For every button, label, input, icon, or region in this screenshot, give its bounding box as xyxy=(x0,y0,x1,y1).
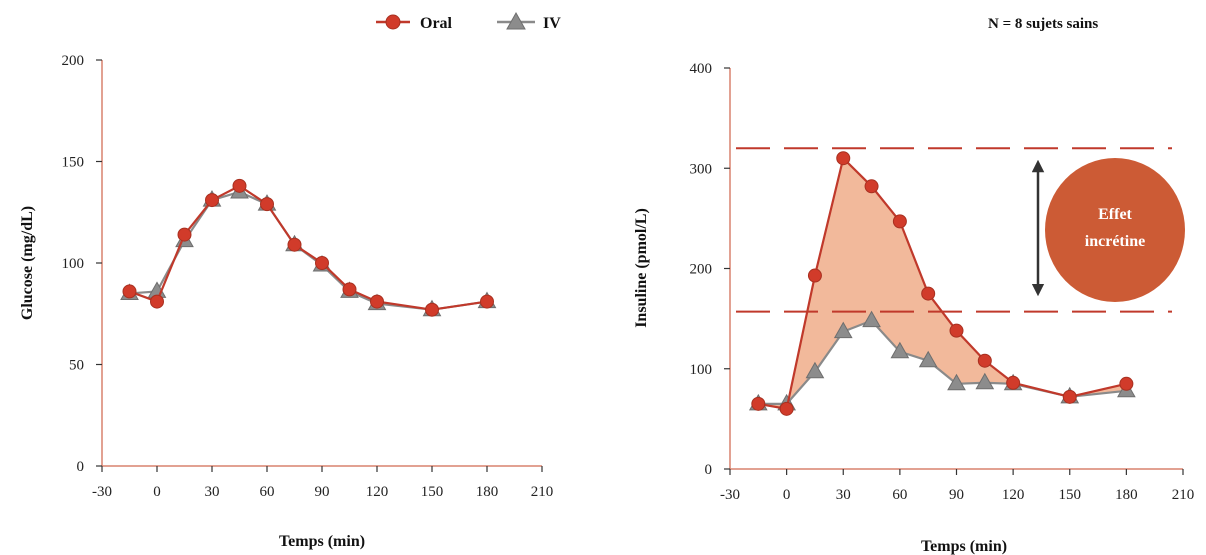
insulin-point-oral xyxy=(892,214,907,229)
insulin-point-oral xyxy=(836,151,851,166)
insulin-point-iv xyxy=(862,310,881,328)
glucose-series-iv xyxy=(120,181,497,317)
glucose-point-oral xyxy=(122,284,137,299)
subject-count-note: N = 8 sujets sains xyxy=(988,16,1098,32)
incretin-effect-label-line2: incrétine xyxy=(1085,233,1145,250)
glucose-point-oral xyxy=(150,294,164,309)
glucose-point-oral xyxy=(370,294,384,309)
glucose-point-oral xyxy=(205,193,219,208)
glucose-x-tick-label: 90 xyxy=(315,484,330,500)
glucose-x-tick-label: 210 xyxy=(531,484,554,500)
insulin-x-tick-label: 150 xyxy=(1059,487,1082,503)
glucose-y-tick-label: 100 xyxy=(62,256,85,272)
glucose-x-tick-label: 60 xyxy=(260,484,275,500)
insulin-x-tick-label: 60 xyxy=(892,487,907,503)
insulin-series-oral xyxy=(751,151,1134,416)
insulin-x-tick-label: 180 xyxy=(1115,487,1138,503)
insulin-y-tick-label: 400 xyxy=(690,61,713,77)
glucose-x-tick-label: 180 xyxy=(476,484,499,500)
insulin-x-tick-label: 210 xyxy=(1172,487,1195,503)
legend-entry-oral: Oral xyxy=(376,14,453,32)
glucose-point-oral xyxy=(177,227,192,242)
insulin-y-ticks: 0 100 200 300 400 xyxy=(690,61,730,478)
insulin-point-oral xyxy=(977,353,992,368)
legend-label-oral: Oral xyxy=(420,15,453,32)
insulin-point-oral xyxy=(1119,376,1134,391)
insulin-point-iv xyxy=(833,321,853,339)
glucose-y-tick-label: 0 xyxy=(77,459,85,475)
glucose-x-tick-label: 150 xyxy=(421,484,444,500)
insulin-line-oral xyxy=(758,156,1127,411)
insulin-y-tick-label: 300 xyxy=(690,161,713,177)
incretin-effect-label-line1: Effet xyxy=(1098,206,1132,223)
insulin-x-tick-label: 120 xyxy=(1002,487,1025,503)
glucose-point-oral xyxy=(232,178,247,193)
legend: Oral IV xyxy=(376,11,561,32)
glucose-line-oral xyxy=(129,184,488,311)
insulin-y-tick-label: 200 xyxy=(690,262,713,278)
legend-marker-oral xyxy=(385,14,401,30)
insulin-y-tick-label: 0 xyxy=(705,462,713,478)
glucose-point-oral xyxy=(260,197,274,212)
insulin-point-oral xyxy=(949,323,964,338)
legend-label-iv: IV xyxy=(543,15,561,32)
insulin-y-tick-label: 100 xyxy=(690,362,713,378)
glucose-x-tick-label: 30 xyxy=(205,484,220,500)
insulin-point-oral xyxy=(751,396,766,411)
insulin-x-tick-label: 30 xyxy=(836,487,851,503)
insulin-x-ticks: -30 0 30 60 90 120 150 180 210 xyxy=(720,469,1194,503)
insulin-y-axis-title: Insuline (pmol/L) xyxy=(633,208,650,328)
insulin-point-oral xyxy=(1006,375,1021,390)
insulin-point-iv xyxy=(975,372,995,390)
insulin-x-tick-label: 0 xyxy=(783,487,791,503)
glucose-x-axis-title: Temps (min) xyxy=(279,533,365,550)
insulin-point-oral xyxy=(1062,389,1077,404)
glucose-series-oral xyxy=(122,178,494,317)
glucose-x-tick-label: -30 xyxy=(92,484,112,500)
glucose-point-oral xyxy=(287,237,302,252)
insulin-point-oral xyxy=(807,268,822,283)
insulin-chart: 0 100 200 300 400 -30 0 30 60 90 120 150 180 210 Eff… xyxy=(633,61,1194,555)
insulin-point-iv xyxy=(947,373,966,391)
insulin-x-tick-label: 90 xyxy=(949,487,964,503)
glucose-chart: 0 50 100 150 200 -30 0 30 60 90 120 150 180 210 Gluc… xyxy=(19,53,553,550)
glucose-point-oral xyxy=(342,282,357,297)
glucose-point-oral xyxy=(425,302,439,317)
glucose-y-tick-label: 50 xyxy=(69,358,84,374)
insulin-point-iv xyxy=(890,341,910,359)
insulin-x-tick-label: -30 xyxy=(720,487,740,503)
glucose-point-oral xyxy=(315,256,329,270)
glucose-y-tick-label: 200 xyxy=(62,53,85,69)
insulin-x-axis-title: Temps (min) xyxy=(921,538,1007,555)
insulin-point-oral xyxy=(864,179,879,194)
glucose-x-tick-label: 120 xyxy=(366,484,389,500)
glucose-point-oral xyxy=(480,294,494,309)
legend-marker-iv xyxy=(506,11,526,30)
incretin-effect-ellipse xyxy=(1045,158,1185,302)
insulin-point-oral xyxy=(779,401,794,416)
incretin-effect-area xyxy=(758,158,1127,409)
insulin-point-iv xyxy=(805,361,825,379)
insulin-point-iv xyxy=(918,350,938,368)
glucose-y-tick-label: 150 xyxy=(62,155,85,171)
glucose-x-ticks: -30 0 30 60 90 120 150 180 210 xyxy=(92,466,553,500)
glucose-y-ticks: 0 50 100 150 200 xyxy=(62,53,102,475)
glucose-x-tick-label: 0 xyxy=(153,484,161,500)
legend-entry-iv: IV xyxy=(497,11,561,32)
glucose-y-axis-title: Glucose (mg/dL) xyxy=(19,206,36,320)
insulin-point-oral xyxy=(921,286,936,301)
glucose-line-iv xyxy=(129,190,488,311)
